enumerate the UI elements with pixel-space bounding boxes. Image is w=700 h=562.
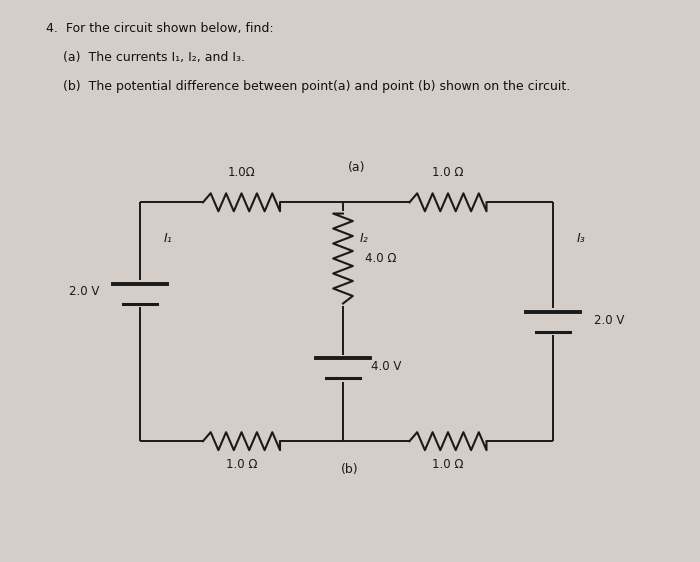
Text: I₂: I₂ [360,232,368,246]
Text: (a): (a) [349,161,365,174]
Text: I₁: I₁ [164,232,172,246]
Text: (a)  The currents I₁, I₂, and I₃.: (a) The currents I₁, I₂, and I₃. [63,51,245,64]
Text: 4.  For the circuit shown below, find:: 4. For the circuit shown below, find: [46,22,273,35]
Text: 1.0 Ω: 1.0 Ω [225,458,258,471]
Text: 1.0Ω: 1.0Ω [228,166,256,179]
Text: (b): (b) [341,463,359,475]
Text: (b)  The potential difference between point(a) and point (b) shown on the circui: (b) The potential difference between poi… [63,80,570,93]
Text: 2.0 V: 2.0 V [69,285,99,298]
Text: 4.0 V: 4.0 V [371,360,401,373]
Text: 1.0 Ω: 1.0 Ω [433,458,463,471]
Text: 2.0 V: 2.0 V [594,314,624,327]
Text: 1.0 Ω: 1.0 Ω [433,166,463,179]
Text: 4.0 Ω: 4.0 Ω [365,252,397,265]
Text: I₃: I₃ [577,232,585,246]
